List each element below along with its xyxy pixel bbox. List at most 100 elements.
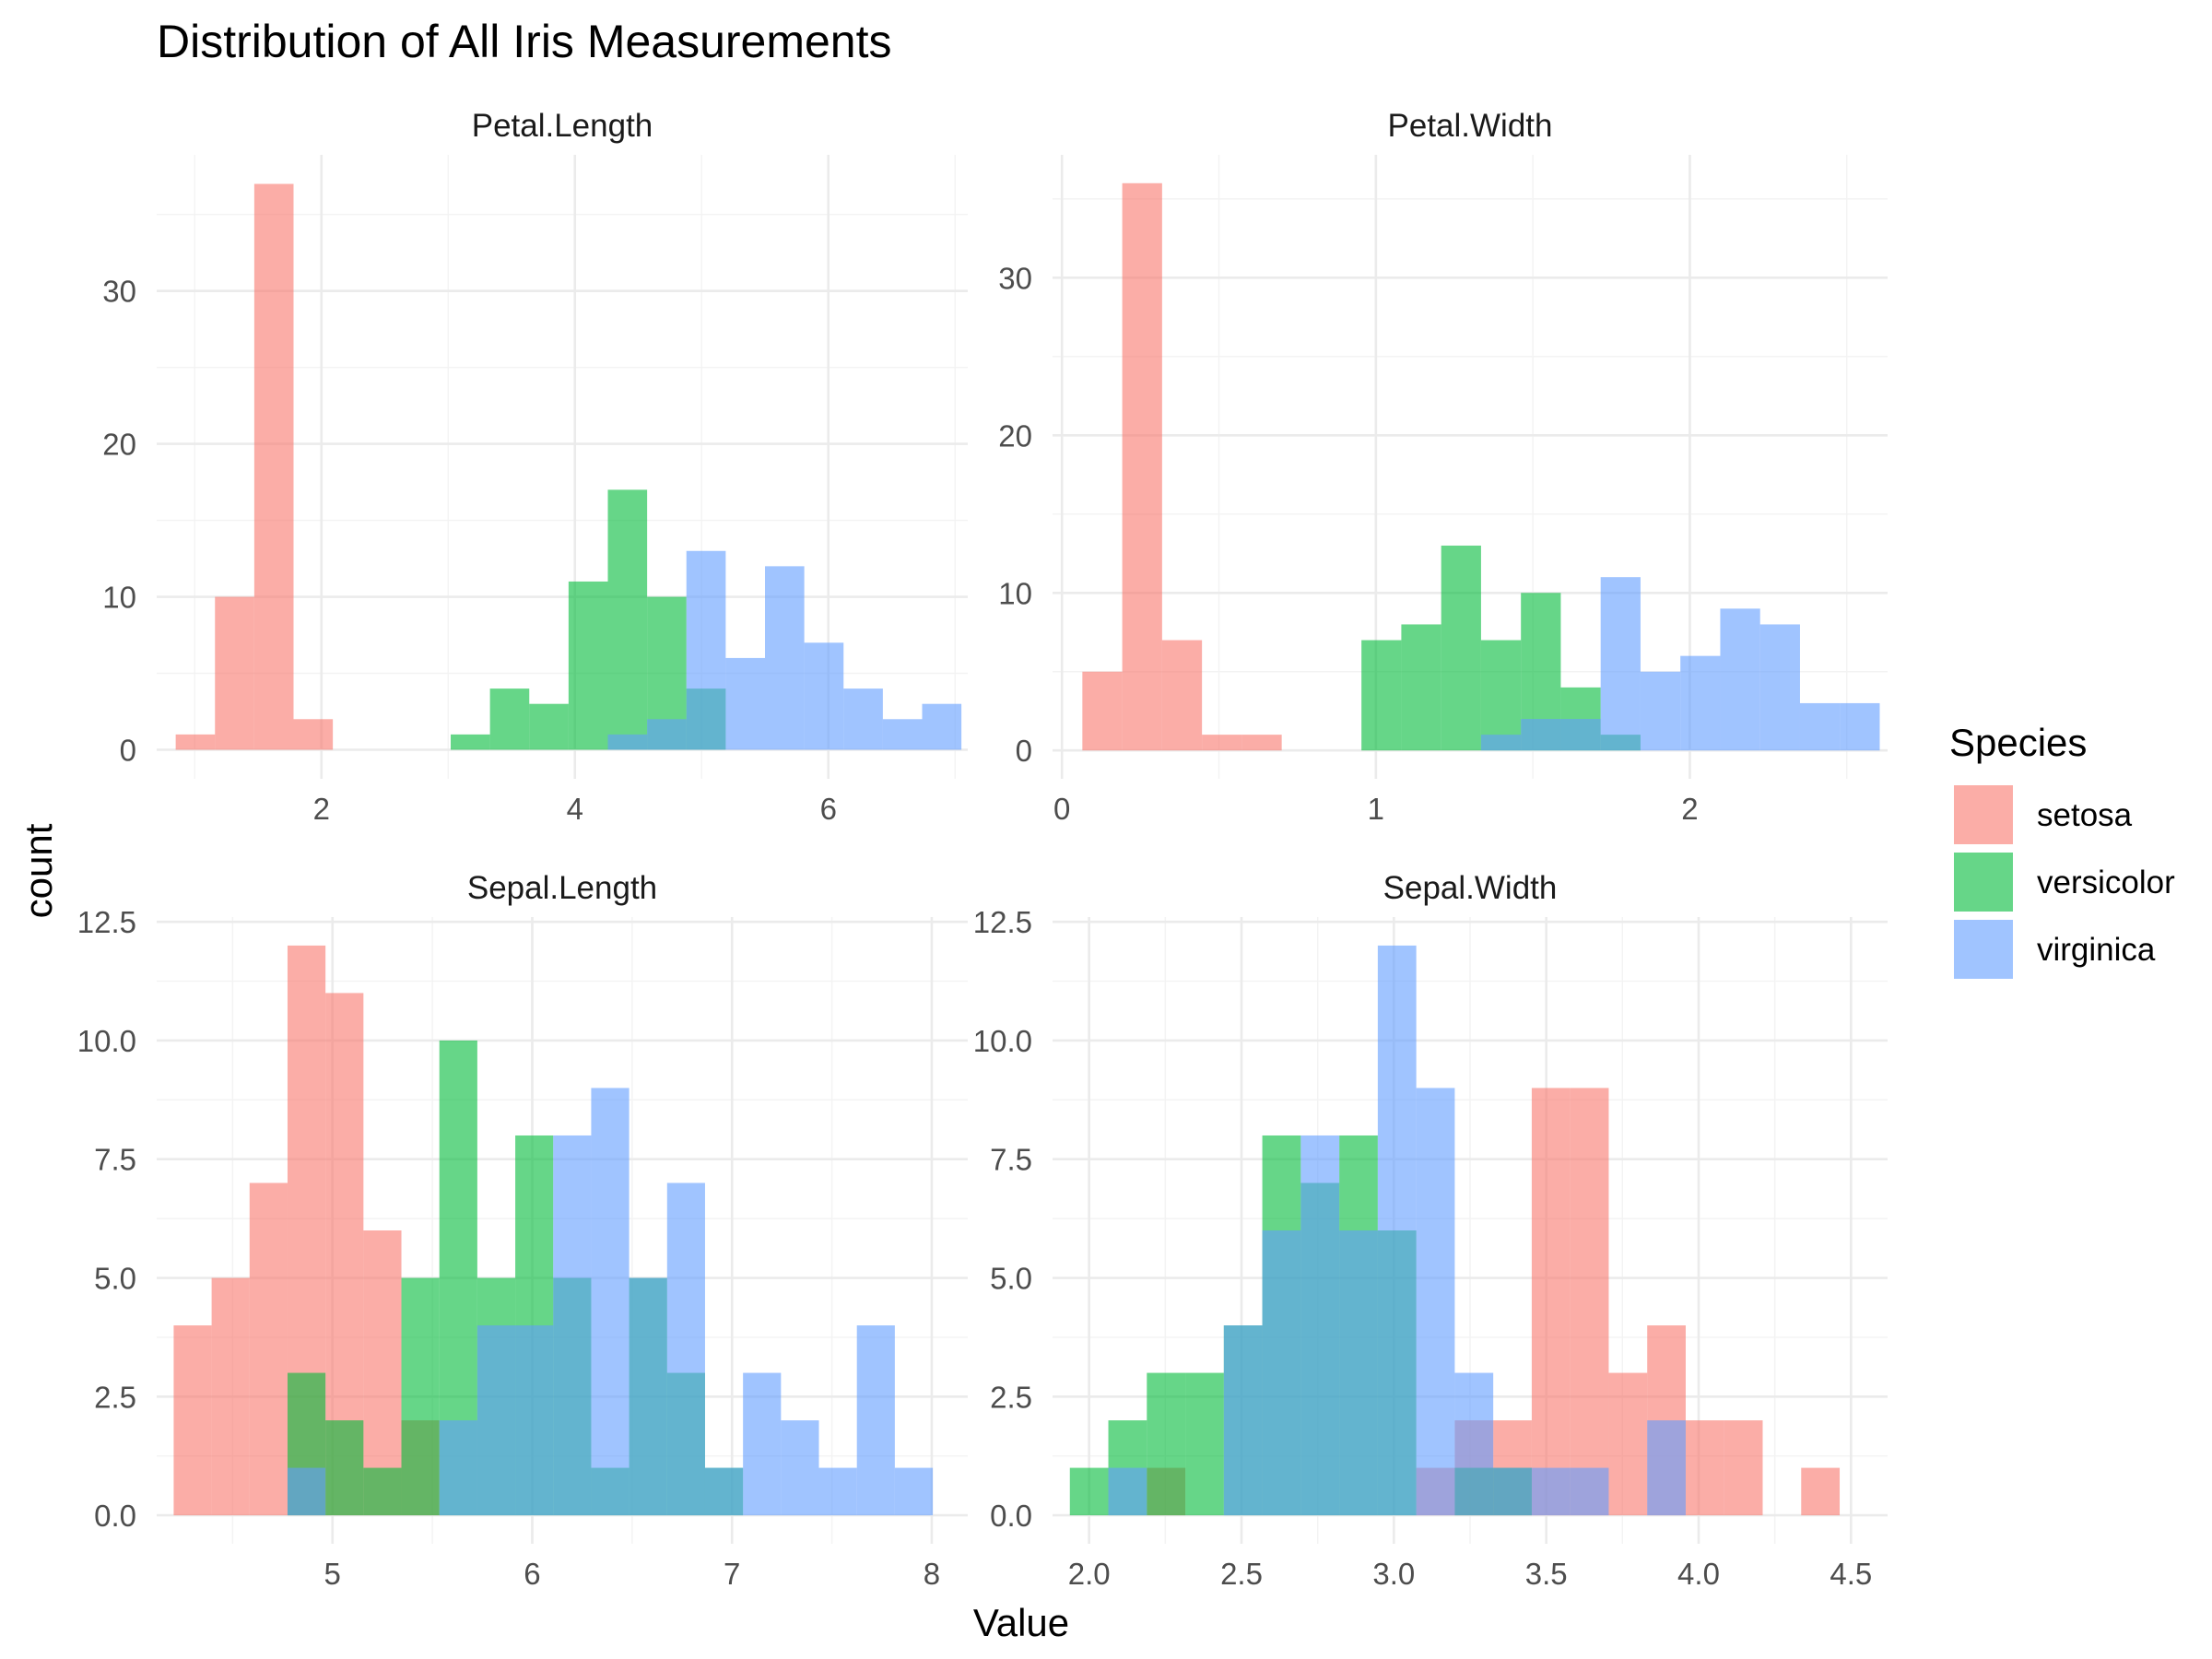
histogram-bar [804, 642, 844, 750]
series-virginica [1480, 577, 1880, 751]
histogram-bar [591, 1088, 629, 1516]
y-tick-label: 20 [102, 428, 136, 462]
series-setosa [1082, 182, 1282, 751]
panel-sepal-width: Sepal.Width 2.0 2.5 3.0 3.5 4.0 4.5 0.0 2.5 5.0 7.… [973, 870, 1888, 1591]
legend-key-versicolor [1954, 853, 2013, 912]
series-virginica [607, 550, 962, 750]
facet-label-petal-length: Petal.Length [472, 108, 653, 144]
histogram-bar [253, 183, 294, 750]
histogram-bar [1401, 624, 1441, 751]
histogram-bar [1377, 945, 1417, 1516]
histogram-bar [1185, 1372, 1224, 1516]
y-tick-label: 20 [998, 418, 1032, 453]
y-tick-label: 0.0 [94, 1499, 136, 1533]
x-tick-label: 3.5 [1525, 1557, 1568, 1591]
histogram-bar [1724, 1420, 1763, 1516]
x-axis-title: Value [973, 1601, 1069, 1644]
histogram-bar [1202, 735, 1242, 751]
histogram-bar [1840, 702, 1880, 751]
y-tick-label: 0 [1016, 734, 1032, 768]
series-virginica [1108, 945, 1686, 1516]
histogram-bar [1647, 1420, 1686, 1516]
histogram-bar [647, 719, 687, 750]
x-tick-label: 3.0 [1372, 1557, 1415, 1591]
histogram-bar [1082, 671, 1123, 751]
histogram-bar [1570, 1088, 1609, 1516]
histogram-bar [725, 657, 765, 750]
histogram-bar [1801, 1467, 1841, 1516]
x-tick-label: 4 [567, 792, 583, 826]
histogram-bar [1600, 577, 1641, 751]
histogram-bar [1521, 719, 1561, 751]
histogram-bar [765, 566, 805, 750]
y-tick-label: 5.0 [94, 1262, 136, 1296]
histogram-bar [568, 581, 608, 750]
histogram-bar [1480, 640, 1522, 751]
x-tick-label: 0 [1053, 792, 1070, 826]
legend-label-virginica: virginica [2037, 932, 2156, 968]
y-tick-label: 10 [998, 576, 1032, 610]
histogram-bar [1262, 1230, 1301, 1516]
histogram-bar [287, 1467, 326, 1516]
histogram-bar [489, 688, 530, 750]
histogram-bar [477, 1325, 516, 1516]
facet-label-sepal-length: Sepal.Length [467, 870, 657, 906]
panel-petal-length: Petal.Length 2 4 6 0 10 20 30 [102, 108, 968, 826]
x-tick-label: 7 [724, 1557, 740, 1591]
y-axis-title: count [17, 823, 60, 918]
legend-title: Species [1949, 721, 2087, 764]
histogram-bar [1339, 1230, 1378, 1516]
histogram-bar [529, 703, 569, 750]
histogram-bar [515, 1325, 554, 1516]
histogram-bar [175, 734, 216, 750]
legend: Species setosa versicolor virginica [1949, 721, 2175, 979]
x-tick-label: 4.0 [1677, 1557, 1720, 1591]
histogram-bar [1161, 640, 1203, 751]
y-tick-label: 12.5 [77, 905, 136, 939]
histogram-bar [818, 1467, 857, 1516]
histogram-bar [1531, 1467, 1571, 1516]
histogram-bar [704, 1467, 744, 1516]
histogram-bar [211, 1277, 250, 1516]
histogram-bar [1241, 735, 1282, 751]
histogram-bar [1454, 1372, 1494, 1516]
histogram-bar [1223, 1325, 1263, 1516]
histogram-bar [856, 1325, 895, 1516]
histogram-bar [922, 703, 962, 750]
facet-label-petal-width: Petal.Width [1388, 108, 1553, 144]
histogram-bar [1531, 1088, 1571, 1516]
histogram-bar [1147, 1372, 1186, 1516]
panel-sepal-length: Sepal.Length 5 6 7 8 0.0 2.5 5.0 7.5 10.0 12.5 [77, 870, 968, 1591]
x-tick-label: 6 [524, 1557, 540, 1591]
x-tick-label: 2 [1681, 792, 1698, 826]
y-tick-label: 30 [998, 261, 1032, 295]
histogram-bar [1608, 1372, 1648, 1516]
histogram-bar [1759, 624, 1800, 751]
histogram-bar [1122, 182, 1162, 751]
legend-key-virginica [1954, 920, 2013, 979]
histogram-bar [1416, 1088, 1455, 1516]
histogram-bar [1300, 1135, 1340, 1516]
x-tick-label: 2 [313, 792, 330, 826]
x-tick-label: 2.5 [1220, 1557, 1263, 1591]
y-tick-label: 12.5 [973, 905, 1032, 939]
histogram-bar [1108, 1467, 1147, 1516]
histogram-bar [1069, 1467, 1109, 1516]
y-tick-label: 2.5 [94, 1380, 136, 1414]
histogram-bar [894, 1467, 934, 1516]
x-tick-label: 5 [324, 1557, 341, 1591]
histogram-bar [1441, 545, 1481, 751]
y-tick-label: 10 [102, 581, 136, 615]
facet-label-sepal-width: Sepal.Width [1383, 870, 1558, 906]
histogram-bar [607, 489, 648, 750]
x-tick-label: 8 [924, 1557, 940, 1591]
histogram-bar [1680, 655, 1721, 751]
y-tick-label: 7.5 [990, 1143, 1032, 1177]
histogram-bar [1799, 702, 1841, 751]
histogram-bar [629, 1277, 667, 1516]
y-tick-label: 10.0 [77, 1024, 136, 1058]
histogram-bar [1685, 1420, 1724, 1516]
y-tick-label: 10.0 [973, 1024, 1032, 1058]
